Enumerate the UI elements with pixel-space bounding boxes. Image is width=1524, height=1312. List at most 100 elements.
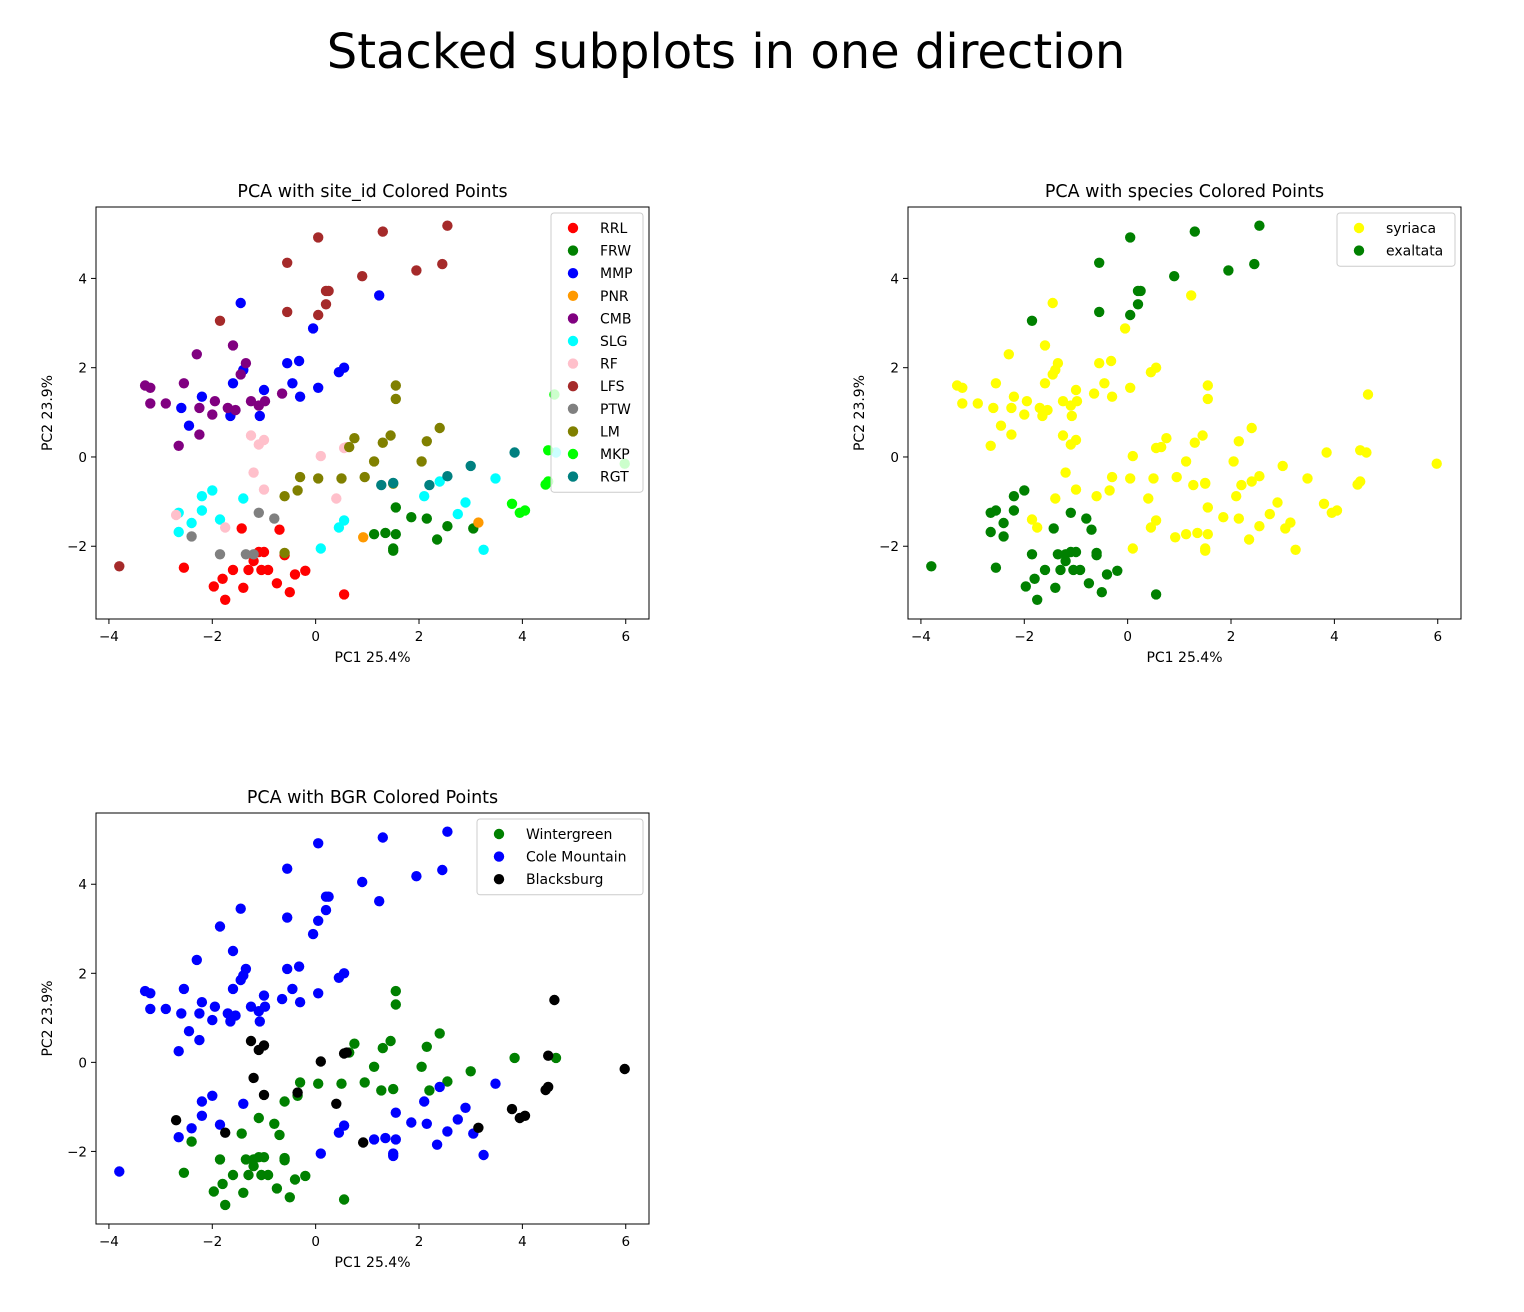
data-point	[176, 402, 187, 414]
data-point	[191, 349, 202, 360]
data-point	[313, 838, 324, 849]
legend-box	[1336, 212, 1456, 267]
data-point	[1231, 491, 1242, 502]
data-point	[452, 508, 463, 520]
data-point	[196, 997, 208, 1008]
data-point	[235, 903, 246, 914]
data-point	[114, 561, 125, 572]
data-point	[279, 547, 290, 559]
data-point	[183, 420, 195, 431]
data-point	[390, 502, 401, 513]
data-point	[465, 1066, 476, 1077]
data-point	[1037, 410, 1048, 422]
data-point	[294, 391, 306, 402]
data-point	[1094, 257, 1105, 268]
data-point	[1020, 581, 1031, 592]
data-point	[307, 323, 319, 334]
legend: syriaca exaltata	[1336, 212, 1456, 267]
data-point	[1254, 220, 1265, 231]
data-point	[1135, 285, 1146, 297]
data-point	[1277, 460, 1288, 472]
data-point	[331, 1098, 342, 1110]
data-point	[385, 1035, 396, 1047]
data-point	[338, 362, 350, 373]
data-point	[349, 1038, 360, 1049]
data-point	[478, 1149, 489, 1161]
data-point	[236, 523, 247, 534]
legend-item: Wintergreen	[493, 827, 612, 843]
data-point	[411, 871, 422, 882]
data-point	[282, 963, 293, 975]
data-point	[1104, 485, 1115, 496]
y-tick-label: 2	[890, 361, 899, 377]
data-point	[990, 378, 1002, 389]
data-point	[388, 1148, 399, 1159]
data-point	[258, 1152, 270, 1163]
data-point	[1125, 309, 1136, 321]
x-tick-label: −2	[1014, 629, 1034, 645]
data-point	[377, 832, 388, 843]
data-point	[1039, 564, 1051, 576]
legend-item: PNR	[567, 289, 629, 305]
data-point	[160, 1003, 171, 1015]
data-point	[173, 1046, 184, 1057]
data-point	[173, 526, 184, 538]
y-tick-label: −2	[879, 539, 899, 555]
data-point	[274, 1129, 285, 1141]
data-point	[390, 529, 401, 540]
data-point	[424, 1085, 435, 1096]
legend-marker	[567, 448, 579, 460]
data-point	[509, 447, 520, 458]
data-point	[336, 473, 347, 484]
data-point	[421, 1041, 432, 1053]
series-cole-mountain	[114, 826, 501, 1177]
data-point	[1019, 485, 1030, 496]
data-point	[998, 531, 1009, 542]
data-point	[207, 485, 218, 496]
data-point	[1071, 396, 1083, 407]
data-point	[1264, 508, 1276, 520]
data-point	[388, 477, 399, 489]
x-tick-label: 0	[311, 1234, 320, 1250]
data-point	[1083, 578, 1095, 589]
series-pnr	[358, 517, 484, 543]
data-point	[1026, 315, 1038, 326]
data-point	[376, 479, 387, 491]
data-point	[1101, 569, 1113, 580]
data-point	[196, 505, 208, 516]
data-point	[358, 1137, 369, 1148]
data-point	[1150, 589, 1162, 600]
y-tick-label: 2	[78, 361, 87, 377]
legend-item: Cole Mountain	[493, 850, 627, 866]
data-point	[390, 1107, 401, 1118]
data-point	[1321, 447, 1332, 458]
legend-item: LFS	[567, 379, 625, 395]
data-point	[293, 355, 305, 367]
data-point	[1186, 290, 1197, 301]
data-point	[419, 1096, 430, 1107]
x-tick-label: 2	[415, 1234, 424, 1250]
legend-marker	[567, 403, 579, 414]
data-point	[416, 456, 427, 467]
data-point	[506, 1103, 518, 1115]
data-point	[1150, 515, 1162, 526]
data-point	[220, 522, 231, 533]
data-point	[1006, 429, 1017, 440]
data-point	[1026, 514, 1038, 525]
data-point	[437, 864, 448, 876]
data-point	[390, 999, 401, 1010]
data-point	[416, 1061, 427, 1073]
data-point	[323, 891, 334, 902]
data-point	[478, 544, 489, 555]
y-tick-label: 0	[890, 450, 899, 466]
legend-label: LM	[600, 424, 620, 440]
data-point	[320, 299, 332, 310]
data-point	[114, 1166, 125, 1177]
data-point	[240, 549, 252, 560]
data-point	[292, 1087, 303, 1098]
data-point	[258, 434, 270, 446]
data-point	[1094, 306, 1105, 318]
data-point	[245, 396, 257, 407]
series-exaltata	[926, 220, 1265, 605]
data-point	[374, 896, 385, 907]
